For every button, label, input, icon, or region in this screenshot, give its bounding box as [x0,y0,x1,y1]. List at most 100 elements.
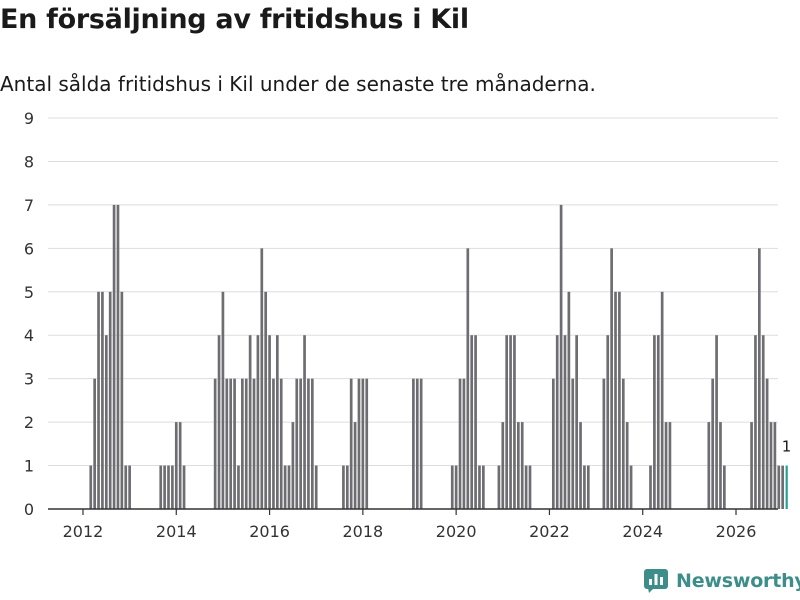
bar [171,465,174,509]
bar [116,204,120,509]
bar [412,378,415,509]
bar [108,291,112,509]
bar [520,422,524,509]
y-tick-label: 5 [24,283,34,302]
bar [649,465,652,509]
bar [478,465,481,509]
bar [614,291,617,509]
y-tick-label: 4 [24,326,34,345]
bar [419,378,423,509]
x-tick-label: 2020 [436,522,477,541]
bar [264,291,268,509]
bar [750,422,753,509]
bar [497,465,501,509]
bar [777,465,781,509]
bar [711,378,715,509]
bar [773,422,777,509]
bar [450,465,454,509]
y-tick-label: 6 [24,239,34,258]
x-tick-label: 2014 [156,522,197,541]
bar [256,335,260,509]
bar [252,378,256,509]
bar [563,335,567,509]
x-tick-label: 2018 [342,522,383,541]
bar [757,248,761,510]
bar [660,291,664,509]
bar [415,378,419,509]
chart-subtitle: Antal sålda fritidshus i Kil under de se… [0,72,596,96]
page-title: En försäljning av fritidshus i Kil [0,4,469,35]
y-tick-label: 9 [24,109,34,128]
x-tick-label: 2012 [63,522,104,541]
highlight-bar [785,465,788,509]
bar [769,422,773,509]
bar [516,422,520,509]
y-tick-label: 3 [24,370,34,389]
bar [602,378,606,509]
bar [466,248,470,510]
bar [353,422,357,509]
y-tick-label: 2 [24,413,34,432]
bar [93,378,96,509]
y-tick-label: 1 [24,457,34,476]
bar [509,335,512,509]
bar [470,335,474,509]
bar [719,422,722,509]
bar [221,291,225,509]
bar [629,465,633,509]
bar [260,248,264,510]
bar [272,378,275,509]
x-tick-label: 2026 [716,522,757,541]
bar [310,378,314,509]
x-tick-label: 2024 [622,522,663,541]
bar [505,335,509,509]
bar [559,204,563,509]
bar [291,422,295,509]
bar [361,378,365,509]
bar [275,335,279,509]
y-tick-label: 7 [24,196,34,215]
brand-name: Newsworthy [676,570,800,592]
bar [303,335,306,509]
bar [501,422,505,509]
bar [668,422,672,509]
bar [120,291,124,509]
bar [349,378,353,509]
bar [653,335,656,509]
bar [579,422,582,509]
bar [295,378,299,509]
bar [715,335,718,509]
bar [513,335,516,509]
bar [551,378,555,509]
bar [765,378,769,509]
bar [454,465,458,509]
bar [225,378,229,509]
y-tick-label: 8 [24,152,34,171]
bar [610,248,613,510]
bar [524,465,528,509]
bar [163,465,166,509]
bar [314,465,318,509]
data-label: 1 [782,438,792,456]
y-tick-label: 0 [24,500,34,519]
bar [575,335,578,509]
bar [299,378,303,509]
bar [571,378,575,509]
bar [761,335,765,509]
bar [723,465,726,509]
bar [342,465,345,509]
bar [229,378,233,509]
bar [664,422,668,509]
bar [101,291,104,509]
bar [178,422,182,509]
bar [586,465,590,509]
bar [482,465,485,509]
bar [89,465,93,509]
bar [248,335,252,509]
bar [124,465,128,509]
newsworthy-brand[interactable]: Newsworthy [644,569,800,593]
x-tick-label: 2022 [529,522,570,541]
bar [159,465,163,509]
bar [104,335,108,509]
